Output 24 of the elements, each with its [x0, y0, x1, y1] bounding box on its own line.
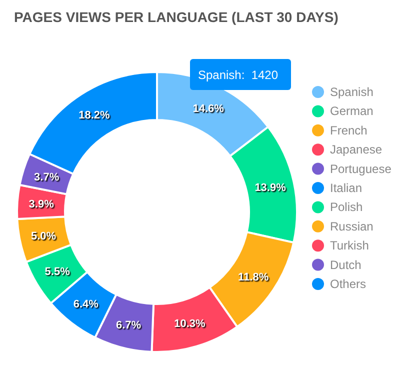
legend-label: Portuguese	[330, 162, 392, 176]
legend-label: Dutch	[330, 258, 362, 272]
data-label: 5.0%	[30, 230, 56, 243]
legend-label: Spanish	[330, 85, 374, 99]
data-label: 11.8%	[238, 271, 269, 284]
legend-label: Japanese	[330, 142, 382, 157]
legend-label: German	[330, 104, 374, 118]
legend-label: Others	[330, 277, 366, 291]
legend-label: Polish	[330, 200, 363, 214]
legend-label: Russian	[330, 219, 374, 234]
legend-label: Italian	[330, 181, 362, 195]
data-label: 3.7%	[34, 171, 60, 184]
legend-label: French	[330, 123, 368, 138]
data-label: 18.2%	[78, 109, 110, 122]
data-label: 14.6%	[192, 102, 224, 115]
data-label: 13.9%	[254, 182, 286, 194]
legend-label: Turkish	[330, 238, 369, 253]
data-label: 3.9%	[28, 198, 54, 210]
text: Spanish: 1420	[198, 68, 278, 82]
data-label: 6.4%	[73, 298, 99, 311]
data-label: 6.7%	[116, 319, 142, 332]
data-label: 10.3%	[174, 318, 206, 330]
data-label: 5.5%	[44, 266, 70, 278]
chart-title: PAGES VIEWS PER LANGUAGE (LAST 30 DAYS)	[14, 9, 338, 25]
